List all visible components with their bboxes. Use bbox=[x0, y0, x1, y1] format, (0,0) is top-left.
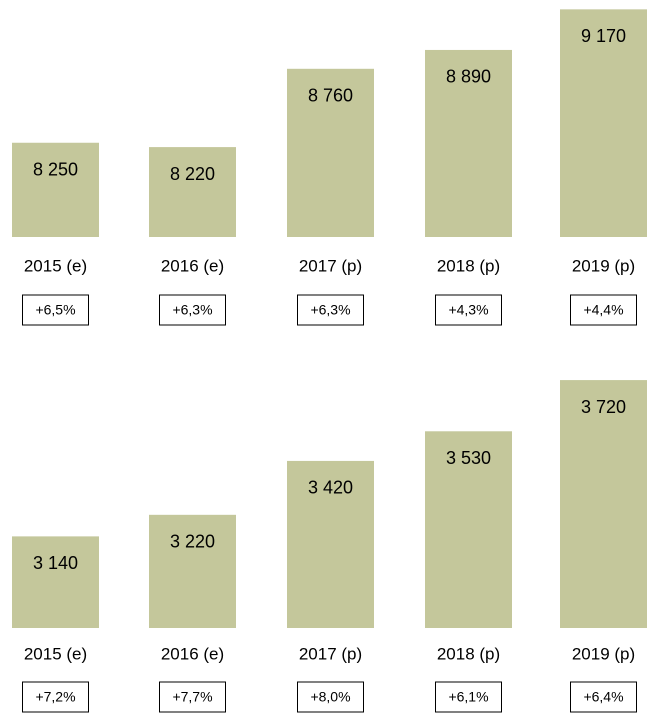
bar bbox=[425, 431, 512, 628]
growth-box bbox=[435, 294, 502, 326]
value-label: 3 140 bbox=[33, 553, 78, 573]
growth-label: +6,3% bbox=[172, 302, 212, 318]
category-label: 2019 (p) bbox=[572, 644, 635, 663]
value-label: 3 220 bbox=[170, 532, 215, 552]
growth-label: +7,2% bbox=[35, 689, 75, 705]
bar bbox=[149, 147, 236, 237]
growth-box bbox=[570, 681, 637, 713]
value-label: 8 220 bbox=[170, 164, 215, 184]
growth-label: +4,3% bbox=[448, 302, 488, 318]
category-label: 2015 (e) bbox=[24, 644, 87, 663]
growth-box bbox=[570, 294, 637, 326]
growth-label: +8,0% bbox=[310, 689, 350, 705]
bar bbox=[149, 514, 236, 628]
value-label: 8 250 bbox=[33, 160, 78, 180]
growth-box bbox=[297, 294, 364, 326]
growth-box bbox=[297, 681, 364, 713]
category-label: 2015 (e) bbox=[24, 256, 87, 275]
growth-label: +6,1% bbox=[448, 689, 488, 705]
growth-box bbox=[159, 681, 226, 713]
category-label: 2019 (p) bbox=[572, 256, 635, 275]
category-label: 2016 (e) bbox=[161, 256, 224, 275]
growth-label: +4,4% bbox=[583, 302, 623, 318]
bar bbox=[560, 9, 647, 237]
value-label: 3 530 bbox=[446, 448, 491, 468]
growth-label: +6,4% bbox=[583, 689, 623, 705]
category-label: 2017 (p) bbox=[299, 644, 362, 663]
growth-box bbox=[435, 681, 502, 713]
growth-label: +6,3% bbox=[310, 302, 350, 318]
category-label: 2018 (p) bbox=[437, 644, 500, 663]
bar bbox=[12, 536, 99, 628]
bar bbox=[560, 380, 647, 628]
growth-box bbox=[22, 294, 89, 326]
category-label: 2018 (p) bbox=[437, 256, 500, 275]
growth-box bbox=[159, 294, 226, 326]
value-label: 3 420 bbox=[308, 478, 353, 498]
growth-label: +6,5% bbox=[35, 302, 75, 318]
bar bbox=[425, 49, 512, 238]
bar bbox=[12, 142, 99, 237]
category-label: 2017 (p) bbox=[299, 256, 362, 275]
growth-label: +7,7% bbox=[172, 689, 212, 705]
value-label: 9 170 bbox=[581, 26, 626, 46]
category-label: 2016 (e) bbox=[161, 644, 224, 663]
growth-box bbox=[22, 681, 89, 713]
value-label: 3 720 bbox=[581, 397, 626, 417]
value-label: 8 890 bbox=[446, 67, 491, 87]
value-label: 8 760 bbox=[308, 86, 353, 106]
bar bbox=[287, 460, 374, 628]
bar bbox=[287, 68, 374, 237]
